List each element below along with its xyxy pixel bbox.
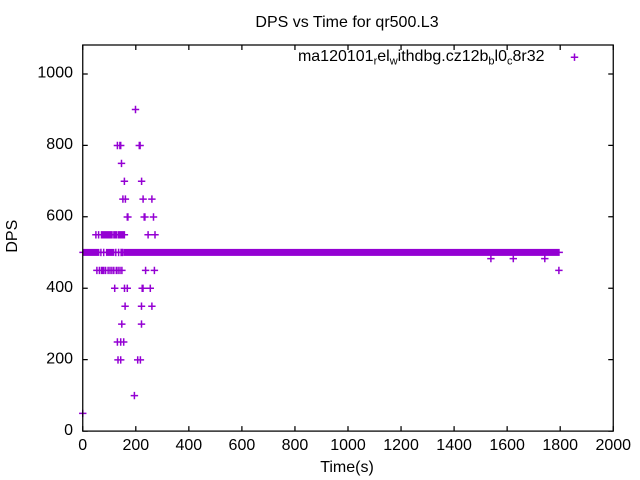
svg-text:200: 200 (46, 350, 73, 367)
svg-text:600: 600 (229, 437, 256, 454)
svg-text:ma120101relwithdbg.cz12bbl0c8r: ma120101relwithdbg.cz12bbl0c8r32 (298, 48, 545, 68)
svg-text:1600: 1600 (489, 437, 525, 454)
svg-text:400: 400 (46, 279, 73, 296)
svg-text:800: 800 (282, 437, 309, 454)
svg-text:1200: 1200 (383, 437, 419, 454)
svg-text:200: 200 (122, 437, 149, 454)
svg-text:1400: 1400 (436, 437, 472, 454)
svg-text:400: 400 (175, 437, 202, 454)
svg-text:600: 600 (46, 208, 73, 225)
svg-text:Time(s): Time(s) (320, 459, 374, 476)
svg-text:1800: 1800 (542, 437, 578, 454)
svg-text:0: 0 (64, 422, 73, 439)
svg-text:0: 0 (78, 437, 87, 454)
svg-text:800: 800 (46, 136, 73, 153)
svg-text:DPS vs Time for qr500.L3: DPS vs Time for qr500.L3 (255, 14, 438, 31)
svg-text:1000: 1000 (37, 65, 73, 82)
svg-text:DPS: DPS (4, 220, 21, 253)
svg-text:2000: 2000 (595, 437, 631, 454)
svg-text:1000: 1000 (330, 437, 366, 454)
